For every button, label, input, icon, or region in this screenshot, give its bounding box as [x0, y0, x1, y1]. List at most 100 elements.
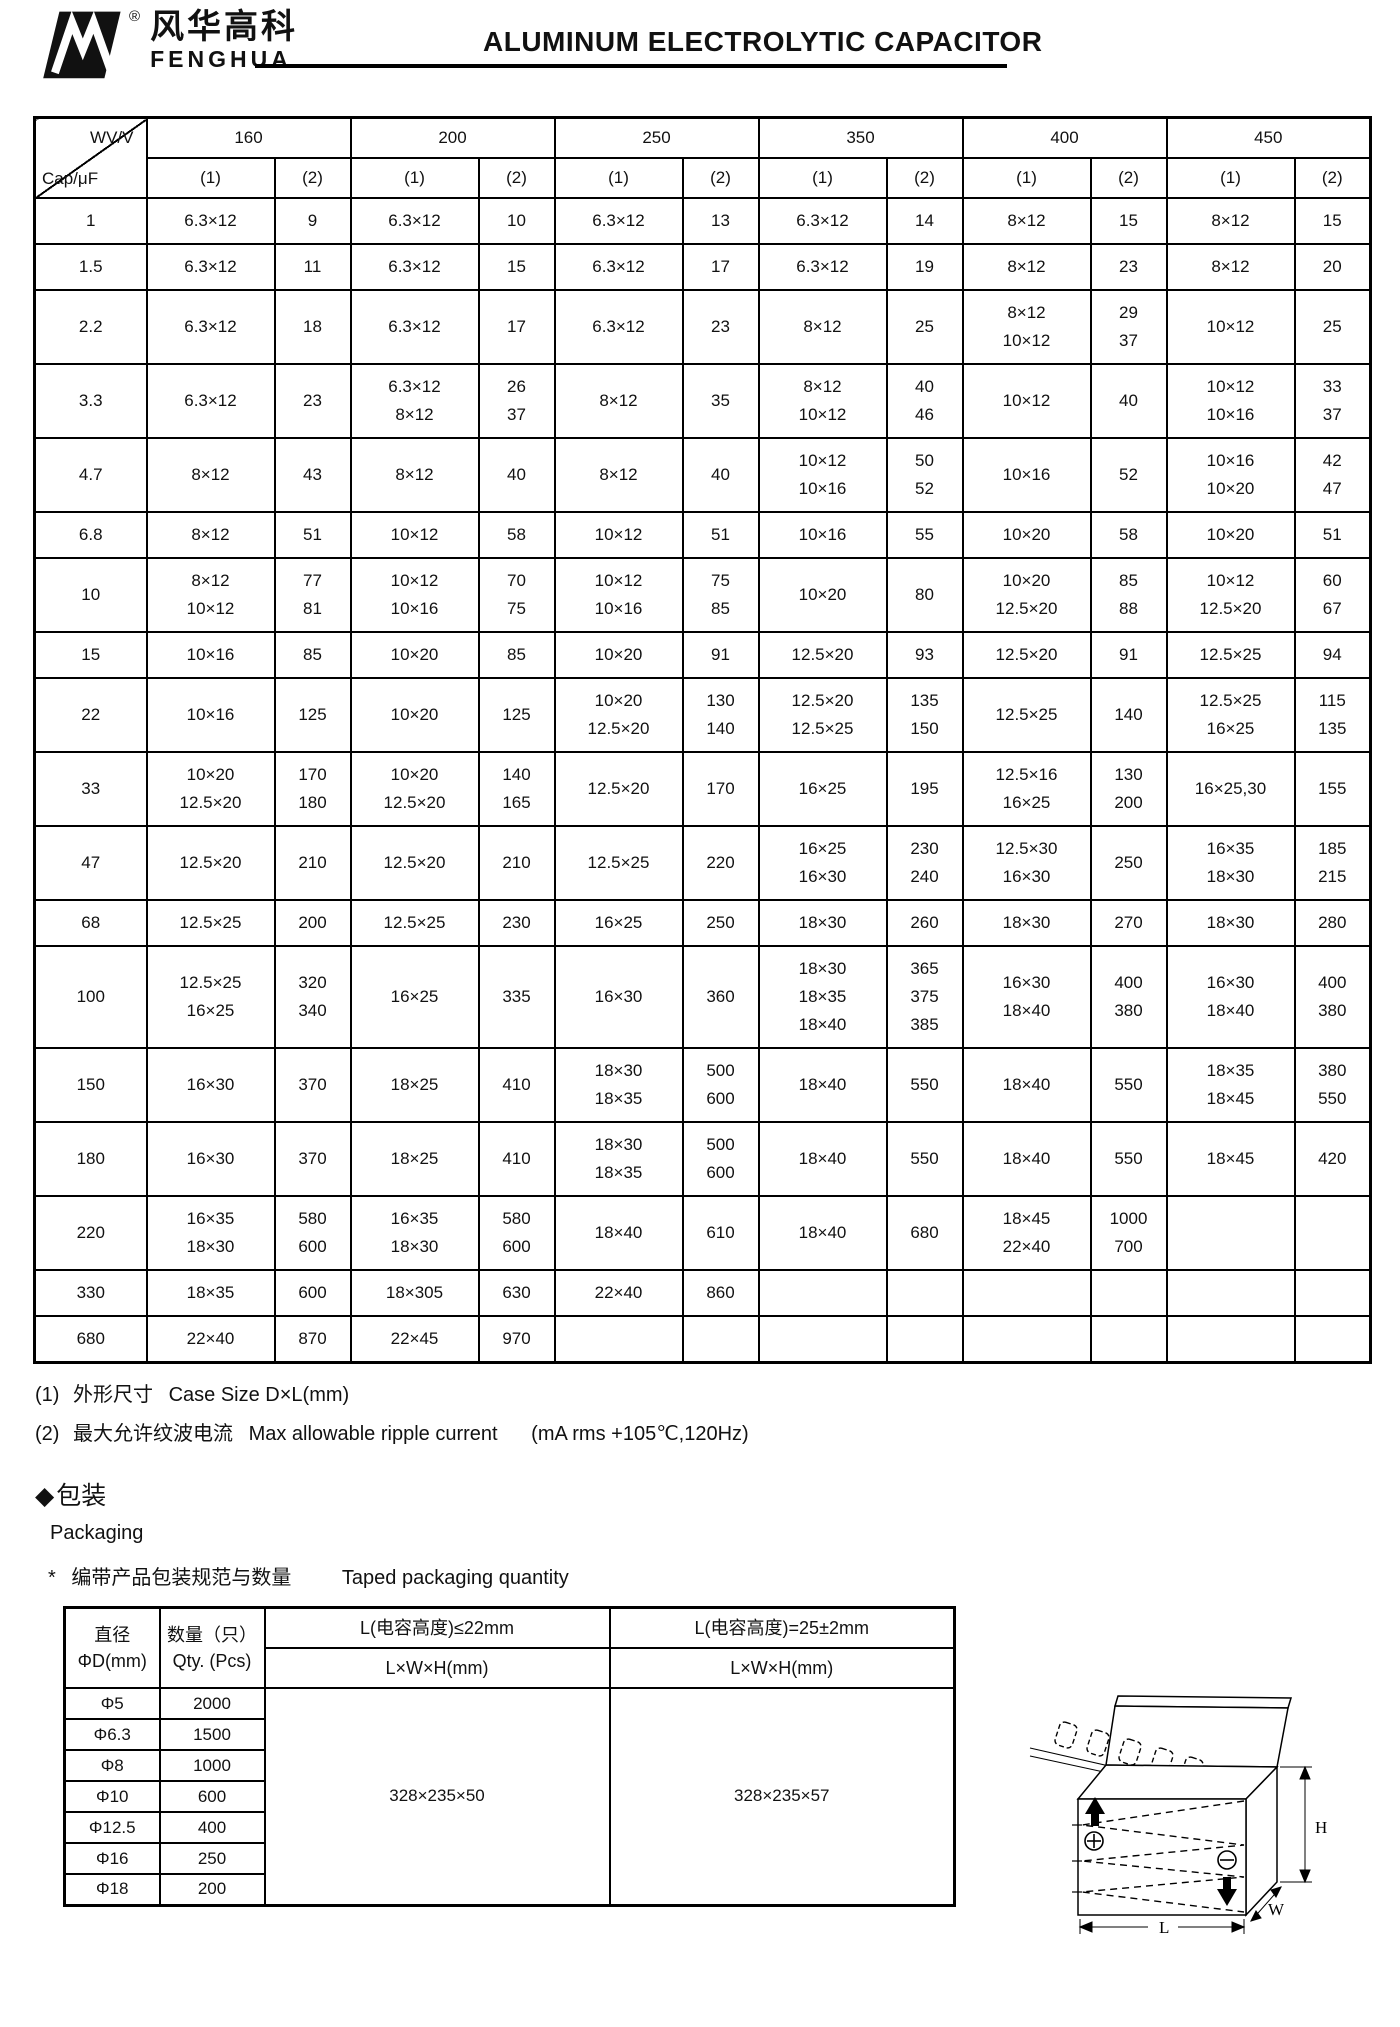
table-row: 330 18×35 600 18×305 630 22×40 860 [33, 1269, 1372, 1317]
table-cell: 10×20 12.5×20 [553, 677, 684, 753]
brand-text: 风华高科 FENGHUA [150, 8, 298, 72]
table-cell: 58 [477, 511, 556, 559]
table-cell: 18 [273, 289, 352, 365]
packaging-title-cn: 包装 [56, 1482, 107, 1510]
table-cell: 8×12 [145, 511, 276, 559]
table-cell: 370 [273, 1047, 352, 1123]
table-cell: 680 [885, 1195, 964, 1271]
table-cell [961, 1315, 1092, 1364]
sub-header: (2) [1089, 157, 1168, 199]
note-text-cn: 最大允许纹波电流 [73, 1423, 234, 1445]
table-row: 33 10×20 12.5×20 170 180 10×20 12.5×20 140 1… [33, 751, 1372, 827]
cap-value: 680 [33, 1315, 148, 1364]
polarity-minus-icon [1217, 1850, 1237, 1870]
table-cell [1165, 1195, 1296, 1271]
table-cell: 155 [1293, 751, 1372, 827]
table-cell: 51 [681, 511, 760, 559]
table-cell: 42 47 [1293, 437, 1372, 513]
cap-value: 1 [33, 197, 148, 245]
diameter-value: Φ6.3 [63, 1718, 161, 1751]
sub-header: (1) [349, 157, 480, 199]
table-cell: 10×16 [145, 631, 276, 679]
table-cell: 12.5×30 16×30 [961, 825, 1092, 901]
table-cell: 16×30 [145, 1121, 276, 1197]
table-cell: 11 [273, 243, 352, 291]
table-cell: 80 [885, 557, 964, 633]
table-cell: 10×20 12.5×20 [349, 751, 480, 827]
box-body [1076, 1764, 1279, 1917]
table-cell: 10×12 [553, 511, 684, 559]
table-cell: 20 [1293, 243, 1372, 291]
table-cell: 550 [885, 1121, 964, 1197]
table-cell: 10×12 [1165, 289, 1296, 365]
cap-value: 220 [33, 1195, 148, 1271]
table-cell: 18×35 [145, 1269, 276, 1317]
note-text-cn: 外形尺寸 [73, 1384, 154, 1406]
table-cell: 10×20 [757, 557, 888, 633]
table-cell: 18×25 [349, 1121, 480, 1197]
table-cell: 10×20 [553, 631, 684, 679]
table-cell: 16×35 18×30 [349, 1195, 480, 1271]
table-cell: 6.3×12 [349, 289, 480, 365]
table-cell: 6.3×12 [553, 197, 684, 245]
table-cell [1293, 1195, 1372, 1271]
header-rule [255, 64, 1007, 68]
table-row: 1.5 6.3×12 11 6.3×12 15 6.3×12 17 6.3×12 19 8×12 2… [33, 243, 1372, 291]
table-cell: 260 [885, 899, 964, 947]
table-cell: 18×30 18×35 [553, 1121, 684, 1197]
table-cell: 8×12 [349, 437, 480, 513]
table-cell: 52 [1089, 437, 1168, 513]
table-cell: 22×40 [145, 1315, 276, 1364]
table-cell: 370 [273, 1121, 352, 1197]
table-cell: 10×12 10×16 [553, 557, 684, 633]
table-cell: 195 [885, 751, 964, 827]
table-cell: 380 550 [1293, 1047, 1372, 1123]
table-cell: 12.5×16 16×25 [961, 751, 1092, 827]
dimension-l [1078, 1919, 1246, 1934]
note-text-en: Max allowable ripple current [248, 1423, 498, 1445]
table-cell: 12.5×20 [961, 631, 1092, 679]
table-cell: 18×30 18×35 18×40 [757, 945, 888, 1049]
table-cell: 18×40 [757, 1121, 888, 1197]
table-row: 6.8 8×12 51 10×12 58 10×12 51 10×16 55 10×20 58 10×… [33, 511, 1372, 559]
table-cell: 6.3×12 [349, 243, 480, 291]
table-cell: 25 [885, 289, 964, 365]
table-cell: 10×20 12.5×20 [145, 751, 276, 827]
table-cell: 15 [477, 243, 556, 291]
table-cell: 550 [1089, 1047, 1168, 1123]
table-cell: 9 [273, 197, 352, 245]
table-cell: 230 [477, 899, 556, 947]
cap-value: 180 [33, 1121, 148, 1197]
table-cell: 12.5×25 [553, 825, 684, 901]
table-cell: 365 375 385 [885, 945, 964, 1049]
quantity-value: 200 [158, 1873, 266, 1906]
table-cell: 12.5×20 [553, 751, 684, 827]
table-cell: 220 [681, 825, 760, 901]
table-cell: 16×30 [145, 1047, 276, 1123]
voltage-header: 350 [757, 116, 964, 159]
table-cell: 6.3×12 [349, 197, 480, 245]
table-cell: 18×40 [961, 1121, 1092, 1197]
packaging-row: Φ6.3 1500 [63, 1718, 955, 1751]
table-cell: 40 [1089, 363, 1168, 439]
box-lid [1105, 1695, 1293, 1768]
table-cell: 43 [273, 437, 352, 513]
table-cell: 400 380 [1089, 945, 1168, 1049]
up-arrow-icon [1085, 1797, 1105, 1826]
table-cell: 85 [273, 631, 352, 679]
sub-header: (1) [145, 157, 276, 199]
table-cell: 1000 700 [1089, 1195, 1168, 1271]
diameter-value: Φ10 [63, 1780, 161, 1813]
sub-header: (1) [553, 157, 684, 199]
table-cell: 8×12 10×12 [961, 289, 1092, 365]
table-cell: 58 [1089, 511, 1168, 559]
table-cell: 23 [273, 363, 352, 439]
table-cell: 94 [1293, 631, 1372, 679]
quantity-value: 1500 [158, 1718, 266, 1751]
table-cell: 18×40 [757, 1047, 888, 1123]
sub-header: (2) [681, 157, 760, 199]
packaging-row: Φ16 250 [63, 1842, 955, 1875]
cap-value: 22 [33, 677, 148, 753]
table-cell: 15 [1089, 197, 1168, 245]
